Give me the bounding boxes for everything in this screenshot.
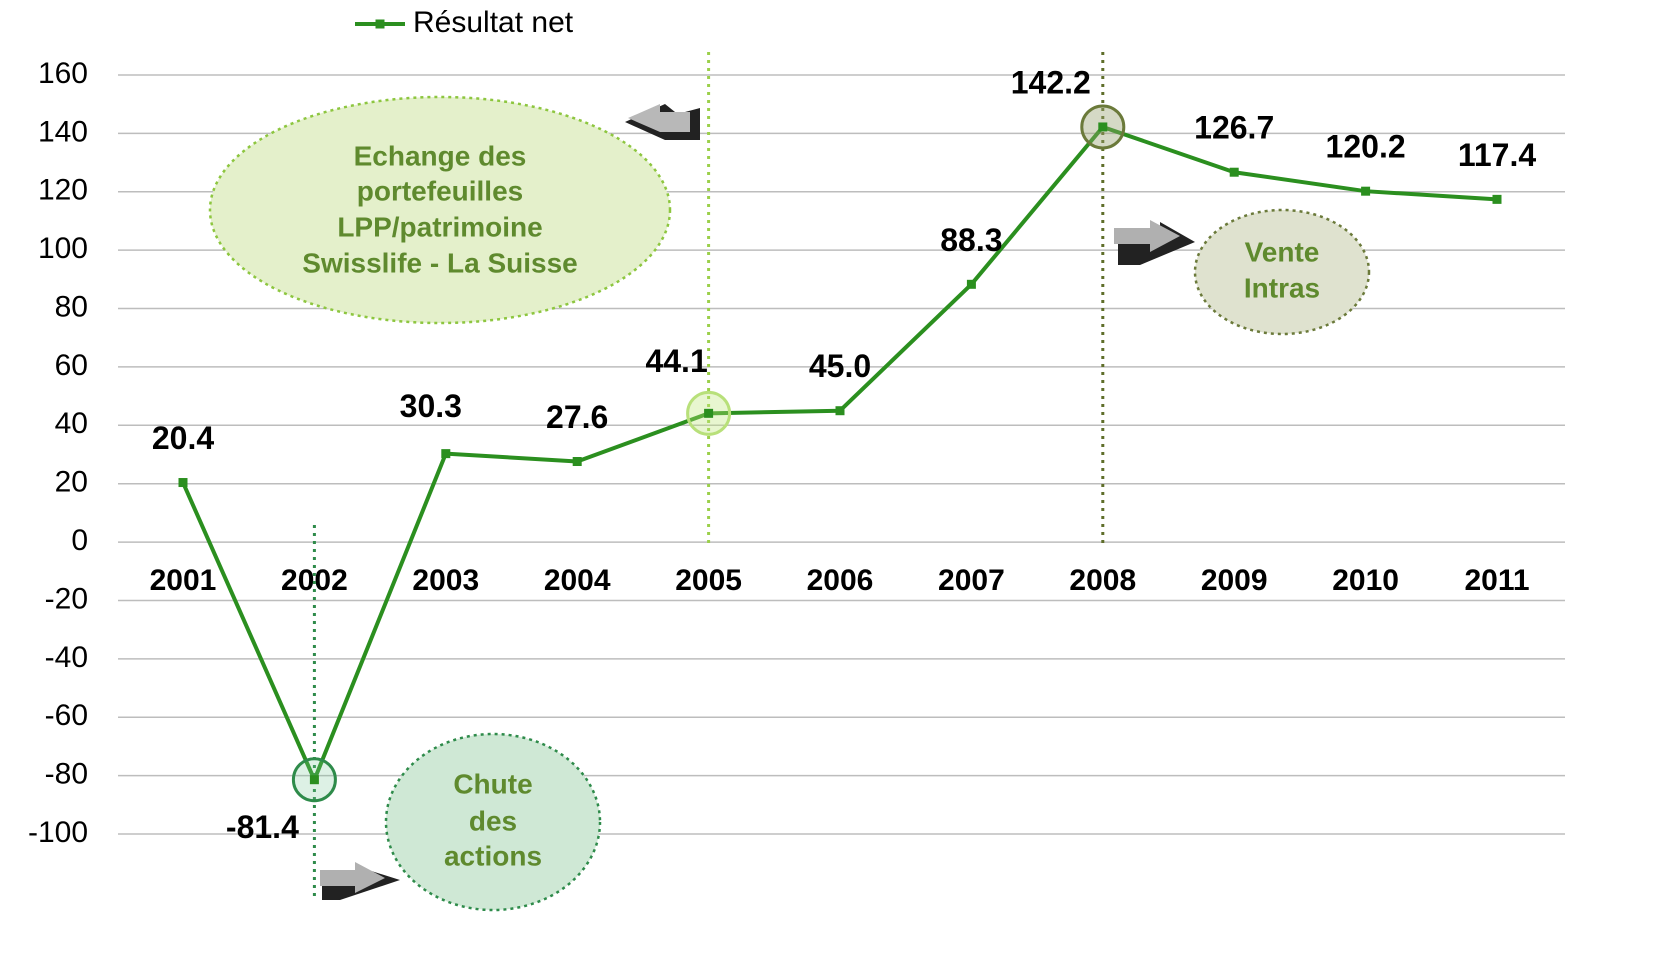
annotation-bubble (384, 732, 602, 912)
x-tick-label: 2001 (150, 564, 217, 597)
x-tick-label: 2007 (938, 564, 1005, 597)
data-label: 142.2 (1011, 64, 1091, 100)
y-tick-label: -60 (45, 699, 88, 732)
data-point (441, 449, 451, 459)
arrow (1114, 220, 1195, 265)
annotation-bubble (208, 95, 672, 325)
y-tick-label: -80 (45, 758, 88, 791)
legend-marker (375, 19, 385, 29)
y-tick-label: 20 (55, 466, 88, 499)
data-point (1098, 122, 1108, 132)
y-tick-label: 40 (55, 407, 88, 440)
data-point (704, 408, 714, 418)
annotation-text: LPP/patrimoine (337, 211, 542, 242)
y-tick-label: -20 (45, 582, 88, 615)
legend: Résultat net (355, 6, 574, 39)
x-tick-label: 2005 (675, 564, 742, 597)
data-label: 117.4 (1458, 137, 1537, 173)
annotation-text: des (469, 805, 517, 836)
annotation-text: actions (444, 840, 542, 871)
x-tick-label: 2008 (1069, 564, 1136, 597)
data-label: -81.4 (226, 809, 299, 845)
annotation-text: Echange des (354, 140, 527, 171)
data-label: 126.7 (1194, 110, 1274, 146)
data-point (1492, 194, 1502, 204)
y-tick-label: -40 (45, 641, 88, 674)
y-tick-label: 80 (55, 290, 88, 323)
y-tick-label: -100 (28, 816, 88, 849)
y-tick-label: 160 (38, 57, 88, 90)
y-tick-label: 120 (38, 174, 88, 207)
data-point (178, 478, 188, 488)
data-label: 27.6 (546, 399, 608, 435)
data-label: 30.3 (400, 388, 462, 424)
x-tick-label: 2003 (412, 564, 479, 597)
event-lines (312, 52, 1105, 900)
data-label: 120.2 (1326, 129, 1406, 165)
data-label: 88.3 (940, 222, 1002, 258)
x-tick-label: 2006 (807, 564, 874, 597)
y-tick-label: 140 (38, 115, 88, 148)
data-point (1229, 167, 1239, 177)
annotation-bubble (1193, 208, 1371, 336)
x-tick-label: 2004 (544, 564, 611, 597)
x-tick-label: 2011 (1464, 564, 1529, 597)
annotation-text: Intras (1244, 272, 1320, 303)
y-tick-label: 100 (38, 232, 88, 265)
annotation-text: Swisslife - La Suisse (302, 247, 577, 278)
annotation-text: Vente (1245, 236, 1320, 267)
data-point (835, 406, 845, 416)
data-label: 45.0 (809, 348, 871, 384)
y-tick-label: 60 (55, 349, 88, 382)
data-label: 44.1 (645, 343, 707, 379)
annotation-text: Chute (453, 768, 532, 799)
annotation-text: portefeuilles (357, 175, 523, 206)
data-label: 20.4 (152, 420, 214, 456)
data-point (572, 457, 582, 467)
y-tick-label: 0 (71, 524, 88, 557)
data-point (966, 279, 976, 289)
data-point (309, 775, 319, 785)
legend-label: Résultat net (413, 6, 574, 39)
x-tick-label: 2002 (281, 564, 348, 597)
arrow (320, 862, 400, 900)
x-tick-label: 2009 (1201, 564, 1268, 597)
arrow (625, 104, 700, 140)
plot: 20.4 -81.4 30.3 27.6 44.1 45.0 88.3 142.2 126.7 1… (152, 64, 1537, 845)
data-point (1361, 186, 1371, 196)
x-tick-label: 2010 (1332, 564, 1399, 597)
